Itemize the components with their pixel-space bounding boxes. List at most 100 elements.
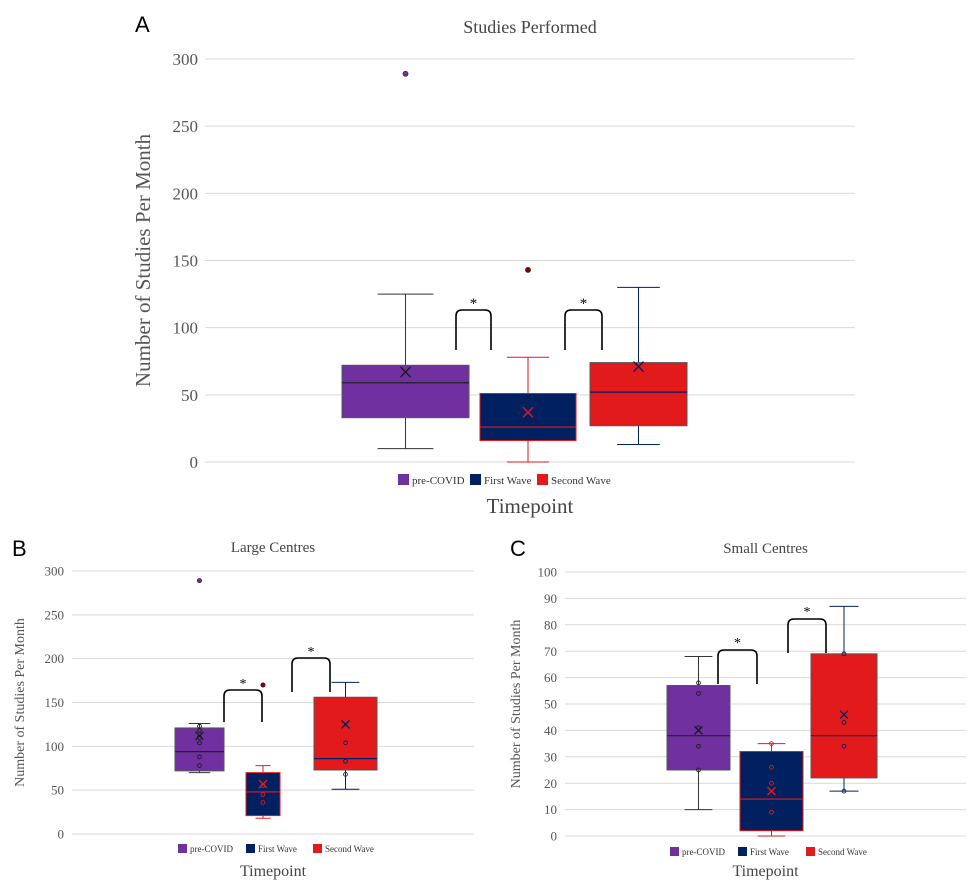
data-point [343, 772, 348, 777]
data-point [343, 758, 348, 764]
legend-label: Second Wave [325, 844, 374, 854]
iqr-box [666, 685, 731, 771]
y-tick-label: 300 [173, 50, 199, 69]
y-axis-label: Number of Studies Per Month [509, 620, 524, 789]
chart-title: Studies Performed [463, 17, 596, 37]
box-second-wave [810, 605, 878, 794]
y-tick-label: 100 [173, 319, 199, 338]
legend-swatch [738, 847, 747, 856]
data-point [696, 691, 701, 696]
legend-swatch [537, 474, 548, 485]
data-point [841, 743, 847, 749]
outlier-point [525, 267, 531, 273]
chart-title: Large Centres [231, 540, 315, 556]
significance-bracket [291, 657, 331, 692]
iqr-box [479, 392, 577, 442]
significance-bracket [223, 689, 263, 722]
data-point [343, 740, 348, 746]
y-tick-label: 60 [544, 670, 557, 685]
outlier-point [260, 682, 266, 688]
box-first-wave [245, 682, 281, 819]
legend-label: pre-COVID [682, 847, 725, 857]
mean-marker [522, 406, 534, 418]
data-point [197, 740, 202, 746]
iqr-box [313, 696, 378, 771]
mean-marker [839, 710, 849, 720]
y-tick-label: 150 [45, 695, 65, 710]
data-point [696, 680, 701, 686]
data-point [769, 780, 774, 786]
box-first-wave [739, 741, 804, 837]
significance-bracket [455, 309, 492, 350]
y-tick-label: 300 [45, 564, 65, 579]
box-pre-covid [174, 578, 225, 774]
box-second-wave [589, 286, 688, 446]
x-axis-label: Timepoint [487, 494, 574, 518]
iqr-box [589, 362, 688, 427]
significance-star: * [734, 636, 741, 651]
y-axis-label: Number of Studies Per Month [13, 618, 28, 787]
mean-marker [195, 731, 204, 741]
legend-swatch [806, 847, 815, 856]
data-point [841, 720, 847, 725]
legend-label: First Wave [258, 844, 297, 854]
outlier-point [402, 70, 409, 77]
data-point [841, 651, 847, 657]
outlier-point [197, 578, 203, 584]
significance-star: * [470, 296, 478, 312]
y-tick-label: 50 [181, 386, 198, 405]
y-tick-label: 200 [45, 651, 65, 666]
significance-bracket [717, 649, 758, 684]
y-tick-label: 250 [45, 607, 65, 622]
chart-title: Small Centres [723, 541, 808, 557]
data-point [769, 765, 774, 770]
box-first-wave [479, 267, 577, 463]
iqr-box [341, 364, 470, 419]
panel-c: C Small Centres 0 10 20 30 40 50 60 70 80 90 100 Numb… [509, 536, 966, 880]
data-point [769, 741, 774, 746]
x-axis-label: Timepoint [732, 863, 799, 880]
y-tick-label: 70 [544, 644, 557, 659]
data-point [696, 743, 701, 749]
y-tick-label: 10 [544, 802, 557, 817]
significance-bracket [787, 618, 827, 653]
y-tick-label: 30 [544, 749, 557, 764]
data-point [841, 788, 847, 794]
data-point [769, 809, 774, 815]
data-point [197, 728, 202, 733]
legend-label: Second Wave [551, 475, 611, 487]
legend-label: First Wave [484, 475, 532, 487]
mean-marker [258, 779, 268, 789]
box-pre-covid [341, 70, 470, 450]
y-tick-label: 250 [173, 117, 199, 136]
y-tick-label: 150 [173, 251, 199, 270]
box-pre-covid [666, 655, 731, 811]
y-tick-label: 0 [551, 829, 558, 844]
legend-swatch [178, 844, 187, 853]
mean-marker [694, 725, 703, 735]
mean-marker [400, 366, 411, 378]
panel-letter: B [12, 536, 27, 561]
legend-label: pre-COVID [190, 844, 233, 854]
iqr-box [810, 653, 878, 779]
mean-marker [633, 361, 644, 373]
legend-swatch [246, 844, 255, 853]
panel-b: B Large Centres 0 50 100 150 200 250 300 Number o… [12, 536, 474, 880]
legend-swatch [313, 844, 322, 853]
y-tick-label: 40 [544, 723, 557, 738]
data-point [197, 763, 202, 768]
mean-marker [341, 719, 350, 729]
panel-letter: C [510, 536, 526, 561]
y-tick-label: 50 [51, 783, 64, 798]
significance-star: * [580, 296, 588, 312]
y-axis-label: Number of Studies Per Month [131, 133, 155, 387]
legend-label: pre-COVID [412, 475, 465, 487]
y-tick-label: 100 [45, 739, 65, 754]
x-axis-label: Timepoint [240, 863, 307, 880]
data-point [197, 723, 202, 729]
significance-star: * [308, 645, 315, 660]
y-tick-label: 200 [173, 184, 199, 203]
y-tick-label: 0 [58, 827, 65, 842]
data-point [260, 792, 266, 797]
